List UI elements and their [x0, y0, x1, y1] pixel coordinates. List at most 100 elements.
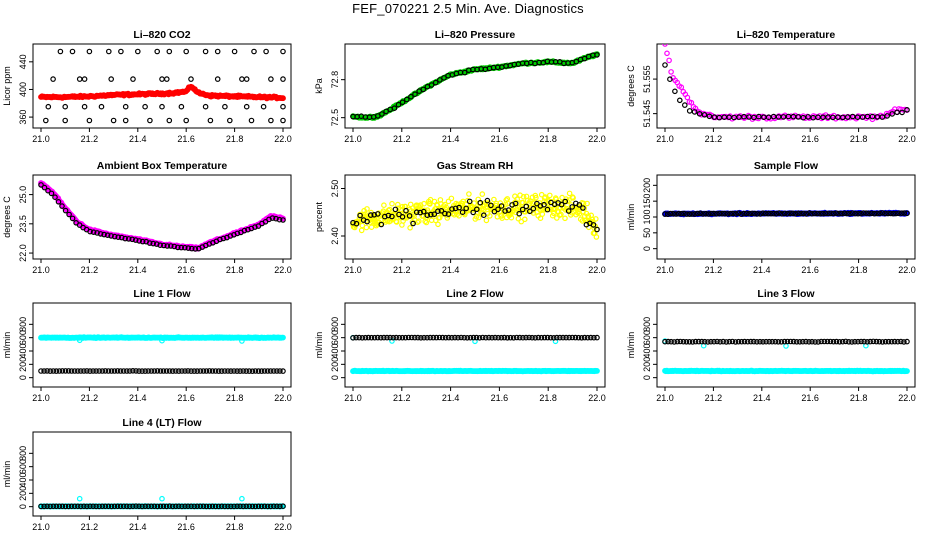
data-point-black	[222, 368, 228, 374]
data-point-black	[255, 223, 262, 229]
data-point-black	[787, 210, 793, 217]
data-point-black	[730, 210, 736, 217]
data-point-black	[142, 103, 148, 110]
data-point-black	[148, 503, 155, 510]
data-point-black	[353, 334, 359, 341]
data-point-black	[132, 237, 139, 243]
data-point-black	[741, 338, 748, 345]
data-point-black	[738, 211, 744, 217]
data-point-black	[90, 503, 96, 510]
data-point-black	[374, 211, 381, 217]
data-point-black	[463, 205, 470, 212]
data-point-black	[667, 76, 673, 83]
y-axis-label: ml/min	[2, 332, 12, 359]
data-point-black	[904, 210, 910, 217]
data-point-yellow	[393, 219, 400, 225]
data-point-black	[701, 338, 708, 345]
data-point-black	[852, 338, 858, 345]
data-point-black	[258, 503, 265, 510]
data-point-black	[735, 338, 742, 345]
data-point-black	[160, 503, 167, 510]
panel-title: Gas Stream RH	[437, 160, 513, 172]
data-point-black	[729, 338, 736, 345]
data-point-black	[118, 48, 124, 55]
data-point-black	[249, 368, 256, 375]
data-point-black	[510, 334, 517, 341]
data-point-black	[532, 334, 539, 341]
data-point-black	[214, 48, 221, 55]
data-point-black	[69, 48, 76, 55]
data-point-black	[168, 243, 174, 249]
data-point-black	[675, 210, 682, 217]
data-point-black	[427, 334, 434, 341]
data-point-magenta	[662, 44, 668, 47]
data-point-black	[114, 503, 121, 510]
data-point-black	[716, 114, 723, 121]
data-point-black	[433, 334, 440, 341]
data-point-black	[461, 69, 468, 76]
data-point-black	[255, 503, 262, 510]
data-point-yellow	[520, 199, 526, 206]
series-group	[350, 190, 600, 240]
y-tick-label: 25.0	[18, 186, 28, 204]
data-point-black	[691, 109, 698, 115]
data-point-black	[194, 503, 201, 510]
data-point-black	[594, 334, 600, 341]
data-point-black	[760, 210, 766, 217]
data-point-black	[173, 368, 179, 374]
data-point-black	[50, 76, 56, 82]
data-point-black	[182, 503, 188, 510]
data-point-black	[200, 503, 207, 510]
data-point-black	[700, 211, 706, 217]
data-point-cyan	[239, 495, 245, 502]
data-point-black	[772, 338, 779, 345]
data-point-black	[470, 209, 477, 216]
data-point-black	[780, 114, 787, 120]
data-point-yellow	[386, 206, 393, 213]
data-point-black	[863, 210, 870, 217]
data-point-black	[146, 240, 153, 246]
x-tick-label: 21.4	[753, 134, 771, 144]
data-point-black	[179, 368, 185, 374]
data-point-magenta	[678, 84, 685, 91]
data-point-black	[38, 503, 44, 510]
data-point-black	[379, 111, 385, 117]
data-point-black	[139, 503, 145, 510]
data-point-black	[202, 48, 209, 55]
data-point-black	[350, 334, 356, 341]
data-point-black	[406, 213, 413, 219]
data-point-black	[572, 334, 579, 341]
data-point-black	[811, 210, 818, 217]
data-point-black	[86, 117, 93, 124]
data-point-black	[566, 334, 573, 341]
data-point-black	[466, 198, 473, 205]
data-point-black	[378, 221, 385, 228]
data-point-black	[183, 48, 190, 55]
data-point-black	[768, 210, 774, 217]
x-tick-label: 21.2	[81, 393, 99, 403]
data-point-black	[246, 503, 253, 510]
data-point-black	[47, 368, 54, 374]
data-point-yellow	[399, 203, 406, 210]
data-point-black	[755, 113, 762, 120]
data-point-black	[124, 368, 130, 374]
data-point-black	[154, 503, 161, 510]
x-tick-label: 21.2	[81, 522, 99, 532]
data-point-black	[762, 210, 769, 217]
data-point-black	[268, 117, 274, 124]
data-point-black	[402, 334, 409, 341]
data-point-black	[135, 48, 141, 55]
data-point-black	[57, 48, 64, 55]
data-point-black	[849, 210, 856, 216]
data-point-black	[96, 503, 103, 510]
data-point-black	[428, 82, 435, 88]
data-point-black	[415, 334, 421, 341]
data-point-black	[553, 334, 560, 341]
data-point-black	[731, 114, 737, 121]
data-point-black	[120, 368, 127, 374]
plot-frame	[32, 431, 292, 517]
data-point-black	[498, 334, 505, 341]
data-point-black	[371, 334, 378, 341]
data-point-black	[161, 242, 167, 249]
